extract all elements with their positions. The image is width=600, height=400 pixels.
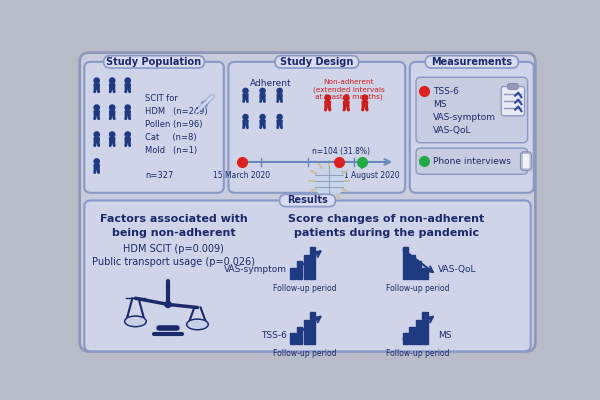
Ellipse shape <box>187 319 208 330</box>
Text: Score changes of non-adherent
patients during the pandemic: Score changes of non-adherent patients d… <box>289 214 485 238</box>
Text: VAS-symptom: VAS-symptom <box>224 265 287 274</box>
Text: Results: Results <box>287 196 328 206</box>
Text: n=104 (31.8%): n=104 (31.8%) <box>312 146 370 156</box>
Text: Follow-up period: Follow-up period <box>386 284 449 293</box>
Text: Study Design: Study Design <box>280 57 353 67</box>
Ellipse shape <box>188 320 207 328</box>
Polygon shape <box>110 84 115 88</box>
FancyBboxPatch shape <box>84 62 224 193</box>
Bar <box>290 333 296 344</box>
FancyBboxPatch shape <box>521 152 532 170</box>
Text: 31 August 2020: 31 August 2020 <box>339 171 400 180</box>
Circle shape <box>325 95 331 101</box>
Text: Measurements: Measurements <box>431 57 512 67</box>
Text: Non-adherent
(extended intervals
at least 2 months): Non-adherent (extended intervals at leas… <box>313 79 385 100</box>
Text: Follow-up period: Follow-up period <box>274 284 337 293</box>
Bar <box>290 268 296 279</box>
Bar <box>304 255 309 279</box>
Polygon shape <box>125 84 130 88</box>
Polygon shape <box>94 84 100 88</box>
FancyBboxPatch shape <box>80 53 535 351</box>
Circle shape <box>125 132 130 137</box>
Text: SCIT for
HDM   (n=249)
Pollen (n=96)
Cat     (n=8)
Mold   (n=1)

n=327: SCIT for HDM (n=249) Pollen (n=96) Cat (… <box>145 94 208 180</box>
Circle shape <box>165 301 171 308</box>
Circle shape <box>277 114 282 120</box>
Bar <box>416 320 421 344</box>
Polygon shape <box>94 111 100 116</box>
Text: MS: MS <box>438 331 451 340</box>
Text: TSS-6: TSS-6 <box>261 331 287 340</box>
Polygon shape <box>125 111 130 116</box>
Polygon shape <box>110 138 115 142</box>
Bar <box>422 312 428 344</box>
Circle shape <box>110 105 115 110</box>
Circle shape <box>94 159 100 164</box>
Polygon shape <box>362 101 368 106</box>
Bar <box>304 320 309 344</box>
Circle shape <box>94 105 100 110</box>
Bar <box>403 247 408 279</box>
Bar <box>416 261 421 279</box>
Text: Phone interviews: Phone interviews <box>433 156 511 166</box>
Polygon shape <box>343 101 349 106</box>
Circle shape <box>94 78 100 83</box>
FancyBboxPatch shape <box>410 62 534 193</box>
Circle shape <box>243 88 248 93</box>
Bar <box>297 327 302 344</box>
Text: VAS-symptom: VAS-symptom <box>433 113 496 122</box>
Polygon shape <box>94 165 100 169</box>
Polygon shape <box>260 120 265 124</box>
Bar <box>422 268 428 279</box>
Text: HDM SCIT (p=0.009): HDM SCIT (p=0.009) <box>123 244 224 254</box>
Polygon shape <box>325 101 331 106</box>
Text: Public transport usage (p=0.026): Public transport usage (p=0.026) <box>92 258 255 268</box>
Circle shape <box>314 166 345 197</box>
Circle shape <box>260 114 265 120</box>
Text: 15 March 2020: 15 March 2020 <box>213 171 270 180</box>
FancyBboxPatch shape <box>416 77 527 143</box>
Circle shape <box>277 88 282 93</box>
FancyBboxPatch shape <box>84 200 531 351</box>
Polygon shape <box>110 111 115 116</box>
Text: Adherent: Adherent <box>250 79 292 88</box>
Polygon shape <box>260 94 265 98</box>
Bar <box>409 255 415 279</box>
Bar <box>297 261 302 279</box>
Ellipse shape <box>126 318 145 325</box>
FancyBboxPatch shape <box>275 56 359 68</box>
Circle shape <box>243 114 248 120</box>
Circle shape <box>94 132 100 137</box>
Text: TSS-6: TSS-6 <box>433 86 459 96</box>
Circle shape <box>260 88 265 93</box>
Text: VAS-QoL: VAS-QoL <box>438 265 476 274</box>
Bar <box>409 327 415 344</box>
Circle shape <box>110 132 115 137</box>
FancyBboxPatch shape <box>522 154 530 169</box>
Circle shape <box>343 95 349 101</box>
Polygon shape <box>94 138 100 142</box>
Text: VAS-QoL: VAS-QoL <box>433 126 472 135</box>
Circle shape <box>125 78 130 83</box>
Bar <box>310 312 316 344</box>
FancyBboxPatch shape <box>416 148 527 174</box>
Polygon shape <box>243 120 248 124</box>
Text: Factors associated with
being non-adherent: Factors associated with being non-adhere… <box>100 214 247 238</box>
Circle shape <box>110 78 115 83</box>
Circle shape <box>125 105 130 110</box>
FancyBboxPatch shape <box>501 86 524 116</box>
Circle shape <box>362 95 368 101</box>
Polygon shape <box>277 94 282 98</box>
FancyBboxPatch shape <box>280 194 335 207</box>
FancyBboxPatch shape <box>229 62 405 193</box>
FancyBboxPatch shape <box>104 56 205 68</box>
Polygon shape <box>277 120 282 124</box>
Text: Follow-up period: Follow-up period <box>274 349 337 358</box>
Polygon shape <box>243 94 248 98</box>
Bar <box>310 247 316 279</box>
Text: MS: MS <box>433 100 446 108</box>
Ellipse shape <box>125 316 146 327</box>
Polygon shape <box>125 138 130 142</box>
FancyBboxPatch shape <box>425 56 518 68</box>
Bar <box>403 333 408 344</box>
FancyBboxPatch shape <box>508 84 518 90</box>
